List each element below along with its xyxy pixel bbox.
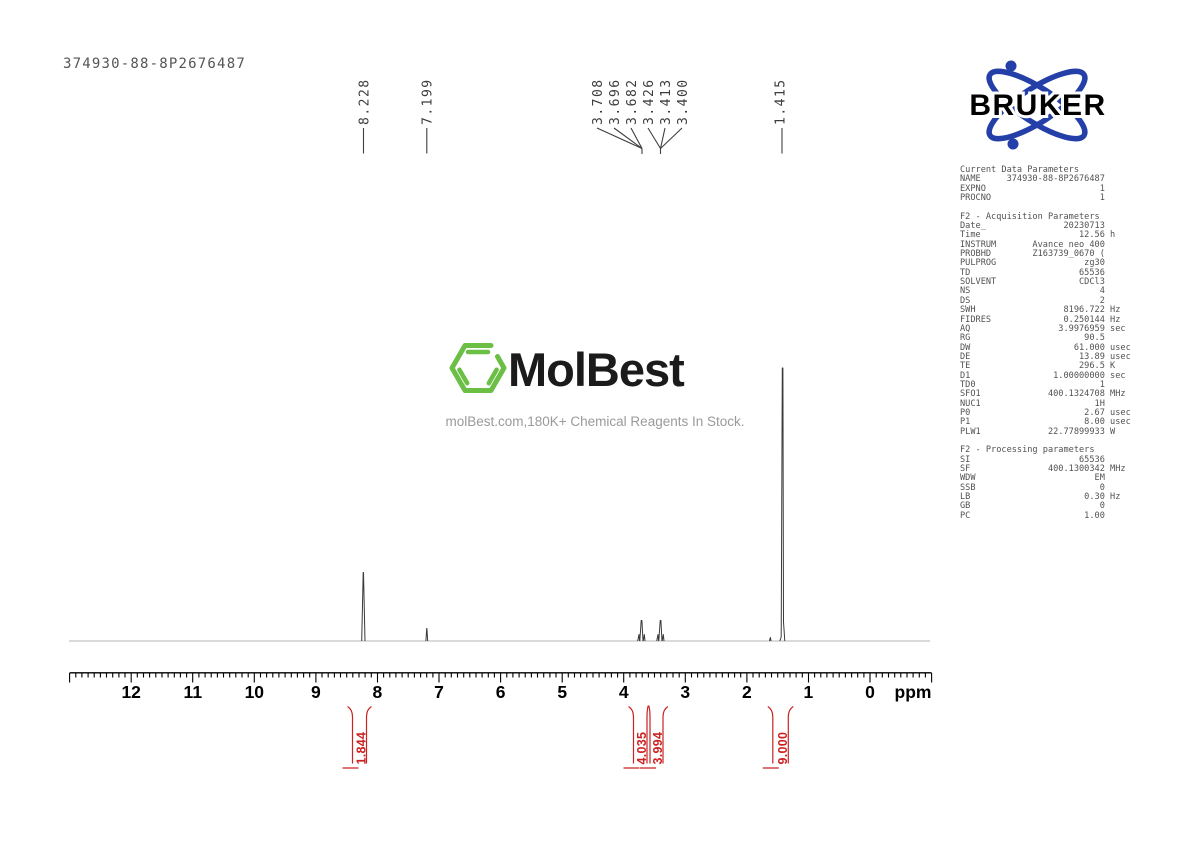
parameter-line: DE 13.89 usec [960, 351, 1131, 362]
integral-value: 3.994 [651, 732, 665, 765]
peak-label: 3.413 [659, 78, 674, 125]
axis-unit-label: ppm [895, 682, 932, 702]
integral-bracket [762, 705, 794, 769]
axis-tick-label: 12 [121, 682, 141, 702]
integral-value: 9.000 [776, 732, 790, 765]
benzene-hexagon-icon [449, 343, 507, 393]
parameter-line: P1 8.00 usec [960, 417, 1131, 428]
ppm-axis: 12 11 10 9 8 7 6 5 4 3 2 1 0 ppm [69, 672, 933, 702]
integral-value: 1.844 [355, 732, 369, 765]
axis-tick-label: 8 [373, 682, 383, 702]
parameter-line: NS 4 [960, 286, 1105, 297]
molbest-wordmark: MolBest [508, 343, 685, 396]
integral-bracket [623, 705, 649, 769]
parameter-line: SWH 8196.722 Hz [960, 305, 1121, 316]
parameter-line: EXPNO 1 [960, 183, 1105, 194]
parameter-line: Current Data Parameters [960, 165, 1079, 175]
parameter-line: SF 400.1300342 MHz [960, 464, 1126, 474]
integral-bracket [640, 705, 669, 769]
peak-label: 8.228 [357, 78, 372, 125]
peak-leader-lines [362, 127, 783, 154]
parameter-line: NUC1 1H [960, 398, 1105, 409]
integral-bracket [342, 705, 372, 769]
parameter-line: Time 12.56 h [960, 230, 1116, 241]
molbest-tagline: molBest.com,180K+ Chemical Reagents In S… [445, 414, 745, 429]
parameter-line: TE 296.5 K [960, 361, 1116, 372]
parameter-line: NAME 374930-88-8P2676487 [960, 174, 1105, 185]
spectrum-trace [361, 367, 786, 642]
axis-tick-label: 0 [865, 682, 875, 702]
parameter-line: TD0 1 [960, 379, 1105, 390]
peak-label: 3.696 [608, 78, 623, 125]
parameter-line: FIDRES 0.250144 Hz [960, 314, 1121, 325]
parameter-line: RG 90.5 [960, 333, 1105, 344]
parameter-line: GB 0 [960, 501, 1105, 512]
axis-tick-label: 2 [742, 682, 752, 702]
parameter-line: F2 - Acquisition Parameters [960, 211, 1100, 222]
parameter-line: PLW1 22.77899933 W [960, 426, 1116, 437]
parameter-line: Date_ 20230713 [960, 221, 1105, 232]
parameter-line: SFO1 400.1324708 MHz [960, 389, 1126, 400]
parameter-line: SSB 0 [960, 482, 1105, 493]
bruker-wordmark: BRUKER [969, 89, 1106, 122]
parameter-line: PC 1.00 [960, 510, 1105, 521]
parameter-line: DW 61.000 usec [960, 342, 1131, 353]
axis-ticks [69, 673, 933, 683]
integral-value: 4.035 [635, 732, 649, 765]
parameter-line: PULPROG zg30 [960, 258, 1105, 269]
axis-tick-label: 4 [619, 682, 629, 702]
parameter-line: AQ 3.9976959 sec [960, 323, 1126, 334]
parameter-line: PROBHD Z163739_0670 ( [960, 249, 1105, 260]
parameter-line: P0 2.67 usec [960, 407, 1131, 418]
parameter-line: SI 65536 [960, 454, 1105, 465]
axis-tick-label: 9 [311, 682, 321, 702]
parameter-line: WDW EM [960, 473, 1105, 484]
parameter-line: D1 1.00000000 sec [960, 370, 1126, 381]
peak-label: 1.415 [774, 78, 789, 125]
axis-tick-label: 10 [245, 682, 265, 702]
axis-tick-label: 11 [184, 682, 203, 702]
parameter-line: PROCNO 1 [960, 193, 1105, 204]
axis-tick-label: 6 [496, 682, 506, 702]
parameter-line: LB 0.30 Hz [960, 492, 1121, 503]
axis-tick-label: 1 [804, 682, 814, 702]
parameter-line: INSTRUM Avance neo 400 [960, 239, 1105, 250]
peak-shift-labels: 8.228 7.199 3.708 3.696 3.682 3.426 3.41… [357, 78, 788, 125]
peak-label: 3.400 [676, 78, 691, 125]
parameter-line: SOLVENT CDCl3 [960, 277, 1105, 288]
peak-label: 3.426 [642, 78, 657, 125]
parameters-panel: Current Data Parameters NAME 374930-88-8P… [960, 165, 1185, 521]
molbest-logo: MolBest [449, 343, 686, 396]
axis-tick-label: 7 [434, 682, 444, 702]
parameter-line: TD 65536 [960, 267, 1105, 278]
axis-tick-label: 3 [680, 682, 690, 702]
axis-tick-labels: 12 11 10 9 8 7 6 5 4 3 2 1 0 [121, 682, 875, 702]
integral-annotations: 1.844 4.035 3.994 9.000 [342, 705, 794, 769]
peak-label: 7.199 [421, 78, 436, 125]
atom-orbits-icon [986, 60, 1088, 150]
sample-id-title: 374930-88-8P2676487 [63, 56, 246, 72]
peak-label: 3.682 [625, 78, 640, 125]
peak-label: 3.708 [591, 78, 606, 125]
parameter-line: F2 - Processing parameters [960, 445, 1095, 456]
axis-tick-label: 5 [557, 682, 567, 702]
bruker-logo: BRUKER [966, 60, 1108, 150]
parameter-line: DS 2 [960, 295, 1105, 306]
